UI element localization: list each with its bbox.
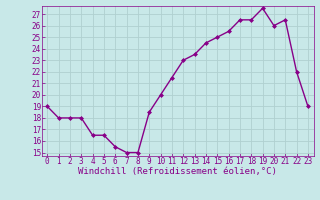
X-axis label: Windchill (Refroidissement éolien,°C): Windchill (Refroidissement éolien,°C) [78,167,277,176]
